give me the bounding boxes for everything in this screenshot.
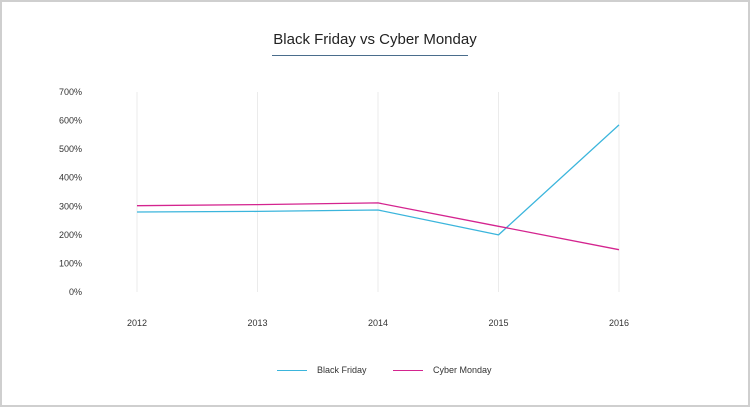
legend-swatch-cyber-monday <box>393 369 423 371</box>
x-tick-label: 2013 <box>247 318 267 328</box>
legend-item-cyber-monday[interactable]: Cyber Monday <box>393 363 492 377</box>
x-tick-label: 2016 <box>609 318 629 328</box>
legend: Black Friday Cyber Monday <box>0 363 750 377</box>
x-axis: 2012 2013 2014 2015 2016 <box>127 318 629 328</box>
x-tick-label: 2014 <box>368 318 388 328</box>
legend-label-black-friday: Black Friday <box>317 365 367 375</box>
y-tick-label: 100% <box>59 258 82 268</box>
y-tick-label: 700% <box>59 87 82 97</box>
series-line-black-friday[interactable] <box>136 124 620 236</box>
y-tick-label: 400% <box>59 173 82 183</box>
series-lines <box>136 124 620 251</box>
y-tick-label: 500% <box>59 144 82 154</box>
y-tick-label: 300% <box>59 201 82 211</box>
chart-title: Black Friday vs Cyber Monday <box>273 31 477 48</box>
y-tick-label: 0% <box>69 287 82 297</box>
title-underline <box>272 55 468 56</box>
series-line-cyber-monday[interactable] <box>136 202 620 251</box>
legend-label-cyber-monday: Cyber Monday <box>433 365 492 375</box>
x-tick-label: 2012 <box>127 318 147 328</box>
legend-item-black-friday[interactable]: Black Friday <box>277 363 367 377</box>
y-axis: 0% 100% 200% 300% 400% 500% 600% 700% <box>59 87 82 297</box>
legend-swatch-black-friday <box>277 369 307 371</box>
grid-lines <box>136 92 620 292</box>
y-tick-label: 600% <box>59 116 82 126</box>
x-tick-label: 2015 <box>488 318 508 328</box>
y-tick-label: 200% <box>59 230 82 240</box>
